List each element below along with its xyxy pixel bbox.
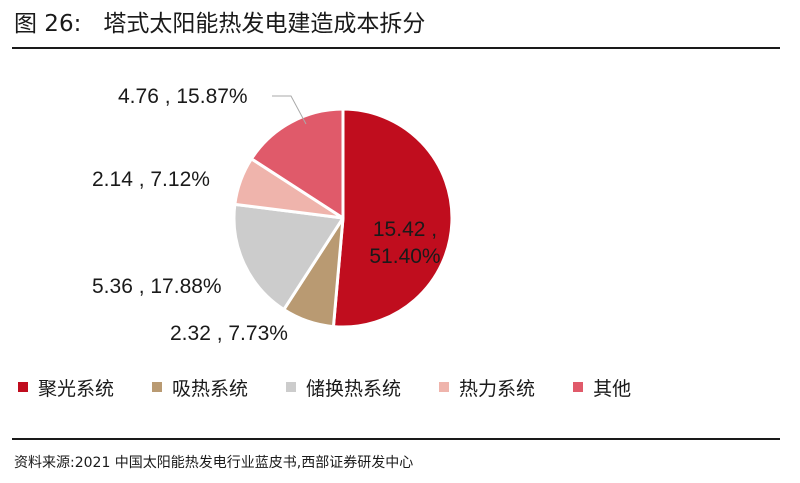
pie-slice-5: [249, 107, 345, 220]
pie-slice-3: [232, 202, 345, 312]
data-label-1: 15.42 , 51.40%: [369, 218, 440, 268]
legend-label: 聚光系统: [38, 377, 115, 400]
legend-item-2: 吸热系统: [152, 374, 248, 401]
data-label-4: 2.14 , 7.12%: [92, 168, 210, 191]
legend-swatch: [573, 382, 584, 392]
data-label-3: 5.36 , 17.88%: [92, 275, 222, 298]
legend-item-5: 其他: [573, 374, 631, 401]
legend: 聚光系统 吸热系统 储换热系统 热力系统 其他: [18, 372, 778, 402]
top-rule: [12, 47, 780, 49]
legend-item-1: 聚光系统: [18, 374, 114, 401]
figure-title: 图 26: 塔式太阳能热发电建造成本拆分: [14, 4, 425, 44]
legend-label: 储换热系统: [306, 377, 402, 400]
leader-line-5: [272, 95, 307, 125]
figure-title-text: 塔式太阳能热发电建造成本拆分: [103, 11, 426, 37]
leader-lines: [272, 95, 307, 125]
legend-label: 吸热系统: [172, 377, 249, 400]
pie-slices: [232, 107, 454, 329]
legend-swatch: [286, 382, 297, 392]
data-label-2: 2.32 , 7.73%: [170, 322, 288, 345]
legend-item-4: 热力系统: [439, 374, 535, 401]
legend-swatch: [18, 382, 28, 392]
legend-label: 其他: [593, 377, 632, 400]
legend-swatch: [439, 382, 450, 392]
data-labels: 15.42 , 51.40% 2.32 , 7.73% 5.36 , 17.88% 2.…: [92, 85, 441, 345]
legend-label: 热力系统: [459, 377, 536, 400]
pie-chart: 15.42 , 51.40% 2.32 , 7.73% 5.36 , 17.88% 2.…: [92, 85, 454, 345]
figure-number: 图 26:: [14, 11, 82, 37]
legend-item-3: 储换热系统: [286, 374, 401, 401]
pie-slice-1: [331, 107, 454, 329]
data-label-5: 4.76 , 15.87%: [118, 85, 248, 108]
legend-swatch: [152, 382, 163, 392]
bottom-rule: [12, 438, 780, 440]
source-note: 资料来源:2021 中国太阳能热发电行业蓝皮书,西部证券研发中心: [14, 455, 414, 471]
